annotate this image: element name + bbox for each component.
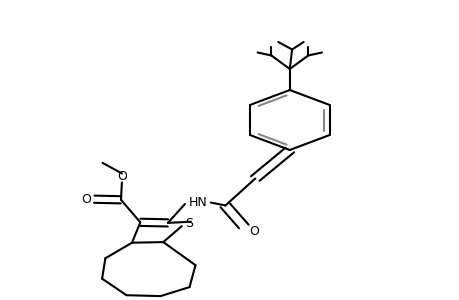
Text: S: S bbox=[185, 217, 193, 230]
Text: O: O bbox=[248, 225, 258, 239]
Text: O: O bbox=[81, 193, 91, 206]
Text: HN: HN bbox=[188, 196, 207, 209]
Text: O: O bbox=[117, 170, 127, 183]
